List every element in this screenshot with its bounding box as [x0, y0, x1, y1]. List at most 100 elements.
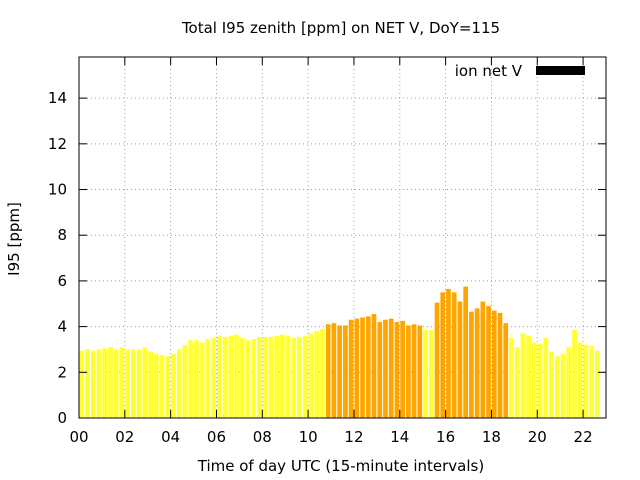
- bar: [406, 325, 411, 418]
- bar: [257, 336, 262, 418]
- bar: [90, 350, 96, 418]
- bar: [308, 333, 314, 418]
- y-tick-label: 0: [57, 409, 67, 427]
- bar: [274, 335, 279, 418]
- bar: [411, 324, 417, 418]
- bar: [153, 354, 159, 418]
- bar: [314, 331, 320, 418]
- bar: [428, 330, 434, 418]
- bar: [176, 349, 182, 418]
- bar: [239, 338, 245, 418]
- bar: [199, 342, 205, 418]
- bar: [182, 344, 188, 418]
- bar: [228, 335, 234, 418]
- bar: [377, 322, 383, 418]
- y-tick-label: 8: [57, 226, 67, 244]
- bar: [469, 311, 474, 418]
- chart-title: Total I95 zenith [ppm] on NET V, DoY=115: [181, 19, 500, 37]
- bar: [388, 318, 394, 418]
- bar: [194, 340, 199, 418]
- bar: [532, 342, 537, 418]
- bar: [348, 319, 354, 418]
- bar: [142, 347, 148, 418]
- y-tick-label: 10: [48, 181, 67, 199]
- bar: [245, 340, 251, 418]
- y-axis-label: I95 [ppm]: [5, 202, 23, 276]
- bar: [302, 335, 308, 418]
- x-axis-label: Time of day UTC (15-minute intervals): [197, 457, 484, 475]
- x-tick-label: 18: [482, 428, 501, 446]
- legend-swatch: [536, 66, 585, 75]
- bar: [125, 349, 131, 418]
- bar: [320, 328, 325, 418]
- bar: [497, 312, 503, 418]
- bar: [451, 292, 457, 418]
- bar: [549, 351, 554, 418]
- y-tick-label: 2: [57, 363, 67, 381]
- bar: [440, 292, 446, 418]
- bar: [423, 330, 428, 418]
- x-tick-label: 16: [436, 428, 455, 446]
- bar: [96, 349, 102, 418]
- bar: [280, 334, 285, 418]
- bars: [79, 286, 600, 418]
- bar: [457, 301, 463, 418]
- bar: [188, 340, 194, 418]
- x-tick-label: 04: [161, 428, 180, 446]
- grid: [79, 57, 606, 418]
- bar: [474, 308, 480, 418]
- bar: [417, 325, 423, 418]
- bar: [171, 354, 176, 418]
- bar: [325, 324, 331, 418]
- bar: [216, 335, 222, 418]
- x-tick-label: 08: [253, 428, 272, 446]
- bar: [537, 343, 543, 418]
- bar: [400, 320, 405, 418]
- bar: [486, 306, 491, 418]
- bar: [148, 351, 153, 418]
- bar: [554, 356, 560, 418]
- y-tick-label: 4: [57, 318, 67, 336]
- bar: [285, 335, 291, 418]
- bar: [463, 286, 469, 418]
- bar: [165, 356, 171, 418]
- bar: [297, 336, 302, 418]
- bar: [509, 338, 514, 418]
- bar: [113, 349, 119, 418]
- bar: [446, 288, 451, 418]
- x-tick-label: 06: [207, 428, 226, 446]
- bar: [514, 347, 520, 418]
- x-tick-label: 14: [390, 428, 409, 446]
- x-tick-label: 02: [115, 428, 134, 446]
- bar: [371, 314, 377, 418]
- y-tick-label: 12: [48, 135, 67, 153]
- bar: [234, 334, 239, 418]
- bar: [159, 355, 165, 418]
- bar: [354, 318, 360, 418]
- bar: [291, 338, 297, 418]
- plot-frame: [78, 56, 607, 419]
- legend: ion net V: [455, 62, 585, 80]
- x-tick-label: 20: [528, 428, 547, 446]
- bar: [268, 336, 274, 418]
- bar: [205, 339, 211, 418]
- bar: [491, 310, 497, 418]
- bar: [79, 350, 85, 418]
- bar: [108, 347, 113, 418]
- bar: [595, 350, 600, 418]
- bar: [360, 317, 365, 418]
- bar: [102, 348, 108, 418]
- bar: [251, 339, 257, 418]
- bar: [526, 335, 532, 418]
- x-tick-label: 22: [574, 428, 593, 446]
- bar: [222, 336, 228, 418]
- bar: [119, 347, 125, 418]
- x-tick-label: 00: [69, 428, 88, 446]
- bar: [560, 354, 566, 418]
- bar: [572, 330, 577, 418]
- bar: [343, 325, 348, 418]
- bar: [480, 301, 486, 418]
- bar: [434, 302, 440, 418]
